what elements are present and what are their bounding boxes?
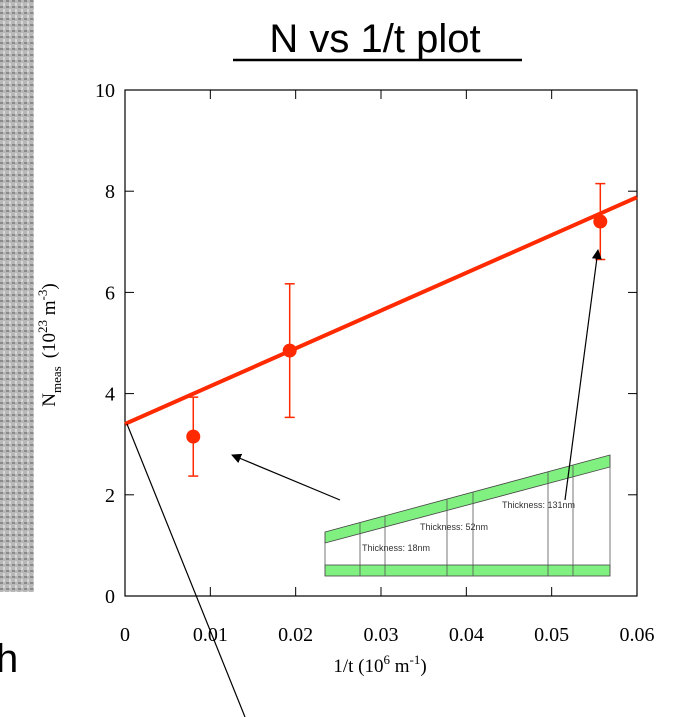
x-label-part: ) bbox=[420, 656, 426, 677]
arrow bbox=[231, 453, 341, 501]
inset-diagram: Thickness: 18nm Thickness: 52nm Thicknes… bbox=[324, 454, 611, 577]
x-tick-label: 0.02 bbox=[278, 624, 313, 646]
intercept-pointer bbox=[126, 423, 246, 717]
y-axis-label: Nmeas (1023 m-3) bbox=[35, 283, 64, 406]
point bbox=[593, 214, 608, 229]
y-label-part: meas bbox=[49, 366, 64, 393]
x-label-part: -1 bbox=[410, 652, 421, 667]
x-tick-label: 0.06 bbox=[620, 624, 655, 646]
inset-label: Thickness: 131nm bbox=[502, 500, 575, 510]
x-tick-label: 0 bbox=[120, 624, 130, 646]
y-label-part: (10 bbox=[39, 333, 60, 358]
y-tick-label: 2 bbox=[105, 485, 115, 507]
y-tick-label: 8 bbox=[105, 181, 115, 203]
inset-label: Thickness: 52nm bbox=[420, 522, 488, 532]
y-tick-label: 10 bbox=[95, 80, 115, 102]
y-tick-label: 6 bbox=[105, 282, 115, 304]
fit-line bbox=[124, 195, 638, 426]
y-label-part: -3 bbox=[35, 290, 50, 301]
x-label-part: m bbox=[390, 656, 410, 677]
plot-area: 0 2 4 6 8 10 0 0.01 0.02 0.03 0.04 0.05 0.06 bbox=[95, 80, 655, 646]
y-label-part: N bbox=[39, 393, 60, 407]
x-tick-label: 0.04 bbox=[449, 624, 484, 646]
chart-title: N vs 1/t plot bbox=[269, 17, 480, 61]
y-label-part: 23 bbox=[35, 320, 50, 333]
arrow bbox=[564, 249, 602, 501]
y-tick-label: 0 bbox=[105, 586, 115, 608]
x-tick-label: 0.03 bbox=[364, 624, 399, 646]
y-label-part: m bbox=[39, 300, 60, 320]
x-label-part: 1/t (10 bbox=[333, 656, 383, 677]
point bbox=[186, 429, 201, 444]
inset-bottom-band bbox=[324, 564, 611, 577]
y-label-part: ) bbox=[39, 283, 60, 289]
edge-text: h bbox=[0, 637, 18, 681]
y-tick-label: 4 bbox=[105, 384, 115, 406]
x-tick-label: 0.05 bbox=[534, 624, 569, 646]
x-tick-label: 0.01 bbox=[193, 624, 228, 646]
background-image-strip bbox=[0, 0, 34, 592]
inset-dividers bbox=[324, 455, 611, 576]
x-label-part: 6 bbox=[383, 652, 390, 667]
point bbox=[282, 343, 297, 358]
inset-label: Thickness: 18nm bbox=[362, 543, 430, 553]
x-axis-label: 1/t (106 m-1) bbox=[333, 652, 426, 677]
